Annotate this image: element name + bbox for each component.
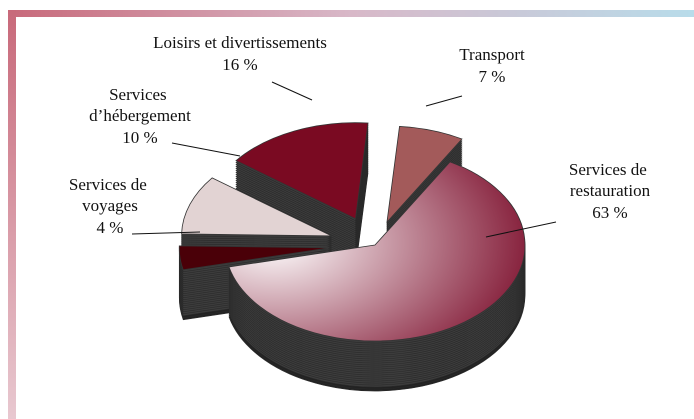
value-label: 16 % — [222, 55, 257, 74]
frame-top — [8, 10, 694, 17]
label-line: voyages — [82, 196, 138, 215]
slice-top — [235, 122, 369, 220]
label-line: Services de — [69, 175, 151, 194]
value-label: 7 % — [479, 67, 506, 86]
leader-line — [131, 231, 201, 235]
pie-slice — [235, 122, 369, 270]
slice-top — [386, 126, 463, 224]
value-label: 4 % — [97, 218, 124, 237]
value-label: 10 % — [122, 128, 157, 147]
frame-left — [8, 10, 16, 419]
label-line: Services — [109, 85, 171, 104]
value-label: 63 % — [592, 203, 627, 222]
slice-top — [178, 245, 330, 271]
slice-top — [181, 177, 332, 237]
category-label: Services de restauration — [569, 160, 651, 200]
category-label: Services d’hébergement — [89, 85, 191, 125]
leader-line — [171, 142, 241, 157]
category-label: Loisirs et divertissements — [153, 33, 327, 52]
category-label: Transport — [459, 45, 525, 64]
label-line: Transport — [459, 45, 525, 64]
label-line: Services de — [569, 160, 651, 179]
label-line: Loisirs et divertissements — [153, 33, 327, 52]
leader-line — [485, 221, 557, 238]
pie-slice — [228, 161, 526, 392]
category-label: Services de voyages — [69, 175, 151, 215]
slice-top — [228, 161, 526, 342]
leader-line — [271, 81, 313, 101]
label-line: d’hébergement — [89, 106, 191, 125]
leader-line — [425, 95, 463, 107]
label-line: restauration — [570, 181, 651, 200]
